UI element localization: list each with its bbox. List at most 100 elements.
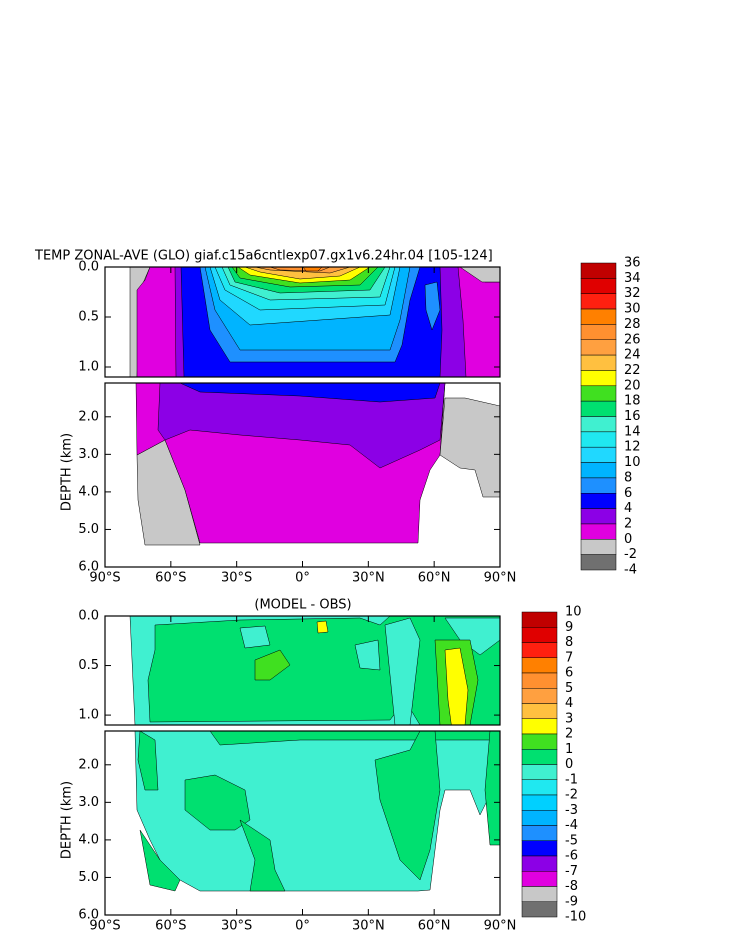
colorbar-label: 32	[624, 286, 641, 301]
y-tick-label: 0.0	[78, 609, 99, 624]
land	[439, 397, 500, 498]
x-tick-label: 90°N	[484, 919, 517, 934]
contour-fill	[302, 267, 323, 272]
colorbar-label: -8	[565, 879, 578, 894]
y-tick-label: 3.0	[78, 447, 99, 462]
colorbar-box	[580, 477, 617, 494]
contour-fill	[139, 829, 181, 892]
colorbar-box	[580, 431, 617, 448]
colorbar-label: 9	[565, 620, 573, 635]
colorbar-label: 7	[565, 650, 573, 665]
colorbar-box	[580, 370, 617, 387]
colorbar-label: 8	[624, 470, 632, 485]
colorbar-box	[521, 688, 558, 704]
colorbar-box	[521, 672, 558, 689]
colorbar-label: 12	[624, 440, 641, 455]
colorbar-box	[521, 718, 558, 735]
y-axis-label: DEPTH (km)	[60, 781, 75, 859]
colorbar-label: 36	[624, 256, 641, 271]
colorbar-label: 22	[624, 363, 641, 378]
contour-field	[129, 267, 500, 377]
colorbar-box	[580, 508, 617, 525]
contour-field	[135, 383, 500, 546]
y-tick-label: 5.0	[78, 522, 99, 537]
contour-field	[134, 731, 500, 892]
colorbar-box	[580, 462, 617, 479]
colorbar-box	[580, 324, 617, 340]
colorbar-label: 3	[565, 711, 573, 726]
colorbar-label: 6	[624, 486, 632, 501]
colorbar-box	[580, 493, 617, 509]
colorbar-box	[521, 611, 558, 628]
contour-fill	[424, 281, 441, 331]
colorbar-label: -9	[565, 894, 578, 909]
x-tick-label: 90°S	[89, 571, 120, 586]
colorbar-box	[521, 855, 558, 872]
colorbar-label: 14	[624, 424, 641, 439]
contour-fill	[316, 620, 329, 634]
contour-fill	[374, 731, 441, 881]
colorbar-box	[580, 446, 617, 463]
colorbar-label: 0	[624, 532, 632, 547]
contour-fill	[254, 649, 291, 681]
y-tick-label: 4.0	[78, 832, 99, 847]
x-tick-label: 0°	[295, 919, 310, 934]
colorbar-label: -1	[565, 772, 578, 787]
colorbar-box	[521, 642, 558, 658]
y-tick-label: 2.0	[78, 757, 99, 772]
x-tick-label: 0°	[295, 571, 310, 586]
colorbar-label: 8	[565, 635, 573, 650]
colorbar-label: 4	[565, 696, 573, 711]
colorbar-box	[521, 779, 558, 796]
colorbar-box	[521, 810, 558, 826]
colorbar-box	[521, 886, 558, 902]
colorbar-label: -4	[624, 563, 637, 578]
colorbar-box	[580, 523, 617, 540]
contour-field	[129, 616, 500, 725]
colorbar-box	[580, 278, 617, 294]
chart-title: TEMP ZONAL-AVE (GLO) giaf.c15a6cntlexp07…	[34, 249, 493, 264]
colorbar-label: -3	[565, 803, 578, 818]
colorbar-label: 16	[624, 409, 641, 424]
colorbar-label: 28	[624, 317, 641, 332]
contour-fill	[239, 819, 286, 892]
land	[459, 267, 500, 283]
contour-fill	[444, 647, 469, 725]
colorbar-label: 34	[624, 271, 641, 286]
colorbar-box	[521, 703, 558, 719]
colorbar-label: 4	[624, 501, 632, 516]
colorbar-label: 18	[624, 394, 641, 409]
colorbar-box	[580, 339, 617, 356]
colorbar-label: -5	[565, 833, 578, 848]
colorbar-box	[580, 354, 617, 371]
x-tick-label: 30°N	[352, 571, 385, 586]
colorbar-label: 0	[565, 757, 573, 772]
colorbar-label: 20	[624, 378, 641, 393]
y-tick-label: 6.0	[78, 908, 99, 923]
x-tick-label: 60°S	[155, 919, 186, 934]
colorbar-label: 10	[624, 455, 641, 470]
colorbar-label: 26	[624, 332, 641, 347]
contour-fill	[137, 731, 159, 791]
colorbar-box	[521, 657, 558, 674]
colorbar-label: -2	[565, 788, 578, 803]
x-tick-label: 60°N	[418, 919, 451, 934]
y-tick-label: 0.5	[78, 658, 99, 673]
colorbar-label: 10	[565, 605, 582, 620]
colorbar-box	[580, 293, 617, 310]
x-tick-label: 90°S	[89, 919, 120, 934]
x-tick-label: 60°N	[418, 571, 451, 586]
colorbar-box	[580, 416, 617, 433]
colorbar-label: 6	[565, 666, 573, 681]
colorbar-box	[580, 539, 617, 555]
y-tick-label: 6.0	[78, 560, 99, 575]
colorbar-box	[521, 840, 558, 857]
colorbar-label: 30	[624, 302, 641, 317]
x-tick-label: 30°N	[352, 919, 385, 934]
colorbar-label: 2	[624, 516, 632, 531]
colorbar-box	[521, 627, 558, 643]
chart-title: (MODEL - OBS)	[254, 598, 351, 613]
colorbar-label: -6	[565, 849, 578, 864]
contour-fill	[179, 383, 441, 403]
